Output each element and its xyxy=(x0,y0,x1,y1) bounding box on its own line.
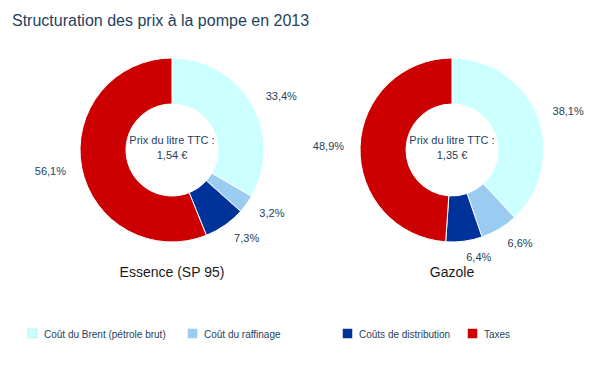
chart-subtitle: Gazole xyxy=(430,264,475,280)
data-label: 3,2% xyxy=(259,207,284,219)
legend-label: Coût du Brent (pétrole brut) xyxy=(44,329,166,340)
chart-svg: Structuration des prix à la pompe en 201… xyxy=(0,0,599,365)
donut-slice: Coûts de distribution xyxy=(446,193,482,242)
donut-slice: Taxes xyxy=(80,58,206,242)
legend-swatch xyxy=(28,329,37,338)
data-label: 6,4% xyxy=(466,251,491,263)
legend: Coût du Brent (pétrole brut) Coût du raff… xyxy=(28,329,510,340)
legend-label: Coût du raffinage xyxy=(204,329,281,340)
data-label: 38,1% xyxy=(553,105,584,117)
main-title: Structuration des prix à la pompe en 201… xyxy=(12,12,309,29)
legend-swatch xyxy=(188,329,197,338)
donut-chart: Coût du Brent (pétrole brut)Coût du raff… xyxy=(80,58,264,242)
donut-slice: Coût du Brent (pétrole brut) xyxy=(172,58,264,196)
center-label: Prix du litre TTC : xyxy=(409,134,494,146)
chart-root: Structuration des prix à la pompe en 201… xyxy=(0,0,599,365)
center-label: 1,54 € xyxy=(157,149,188,161)
data-label: 56,1% xyxy=(35,165,66,177)
center-label: 1,35 € xyxy=(437,149,468,161)
data-label: 33,4% xyxy=(266,90,297,102)
legend-swatch xyxy=(468,329,477,338)
center-label: Prix du litre TTC : xyxy=(129,134,214,146)
legend-label: Taxes xyxy=(484,329,510,340)
legend-label: Coûts de distribution xyxy=(359,329,450,340)
chart-subtitle: Essence (SP 95) xyxy=(120,264,225,280)
data-label: 7,3% xyxy=(234,232,259,244)
donut-chart: Coût du Brent (pétrole brut)Coût du raff… xyxy=(360,58,544,242)
data-label: 48,9% xyxy=(313,140,344,152)
data-label: 6,6% xyxy=(508,237,533,249)
legend-swatch xyxy=(343,329,352,338)
